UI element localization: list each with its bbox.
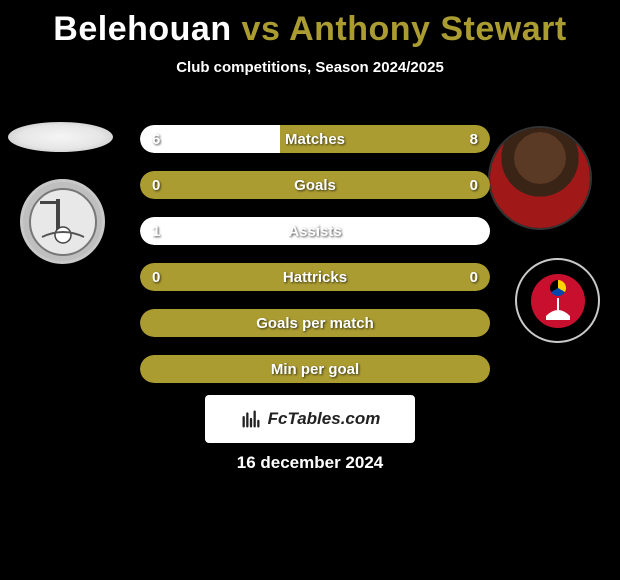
stat-label: Assists — [140, 217, 490, 245]
brand-text: FcTables.com — [268, 409, 381, 429]
stat-label: Goals per match — [140, 309, 490, 337]
vs-text: vs — [232, 10, 289, 48]
stat-row-min-per-goal: Min per goal — [140, 355, 490, 383]
stat-value-right: 0 — [470, 263, 478, 291]
stat-label: Matches — [140, 125, 490, 153]
player1-name: Belehouan — [53, 10, 231, 48]
stat-label: Goals — [140, 171, 490, 199]
stat-row-assists: Assists1 — [140, 217, 490, 245]
stat-value-right: 0 — [470, 171, 478, 199]
stat-value-left: 1 — [152, 217, 160, 245]
player1-club-badge — [20, 179, 105, 264]
stat-label: Min per goal — [140, 355, 490, 383]
ebbsfleet-badge-icon — [531, 274, 585, 328]
stat-row-matches: Matches6 8 — [140, 125, 490, 153]
stat-value-left: 0 — [152, 171, 160, 199]
stat-value-left: 6 — [152, 125, 160, 153]
stat-row-goals-per-match: Goals per match — [140, 309, 490, 337]
player2-club-badge — [515, 258, 600, 343]
stat-label: Hattricks — [140, 263, 490, 291]
fctables-logo-icon — [240, 408, 262, 430]
stats-container: Matches68Goals00Assists1Hattricks00Goals… — [140, 125, 490, 401]
player2-avatar — [490, 128, 590, 228]
gateshead-badge-icon — [28, 187, 98, 257]
stat-row-hattricks: Hattricks0 0 — [140, 263, 490, 291]
player2-name: Anthony Stewart — [289, 10, 567, 48]
stat-value-right: 8 — [470, 125, 478, 153]
stat-value-left: 0 — [152, 263, 160, 291]
player1-avatar — [8, 122, 113, 152]
page-title: Belehouan vs Anthony Stewart — [0, 0, 620, 49]
snapshot-date: 16 december 2024 — [0, 453, 620, 473]
brand-watermark: FcTables.com — [205, 395, 415, 443]
stat-row-goals: Goals0 0 — [140, 171, 490, 199]
subtitle: Club competitions, Season 2024/2025 — [0, 59, 620, 76]
